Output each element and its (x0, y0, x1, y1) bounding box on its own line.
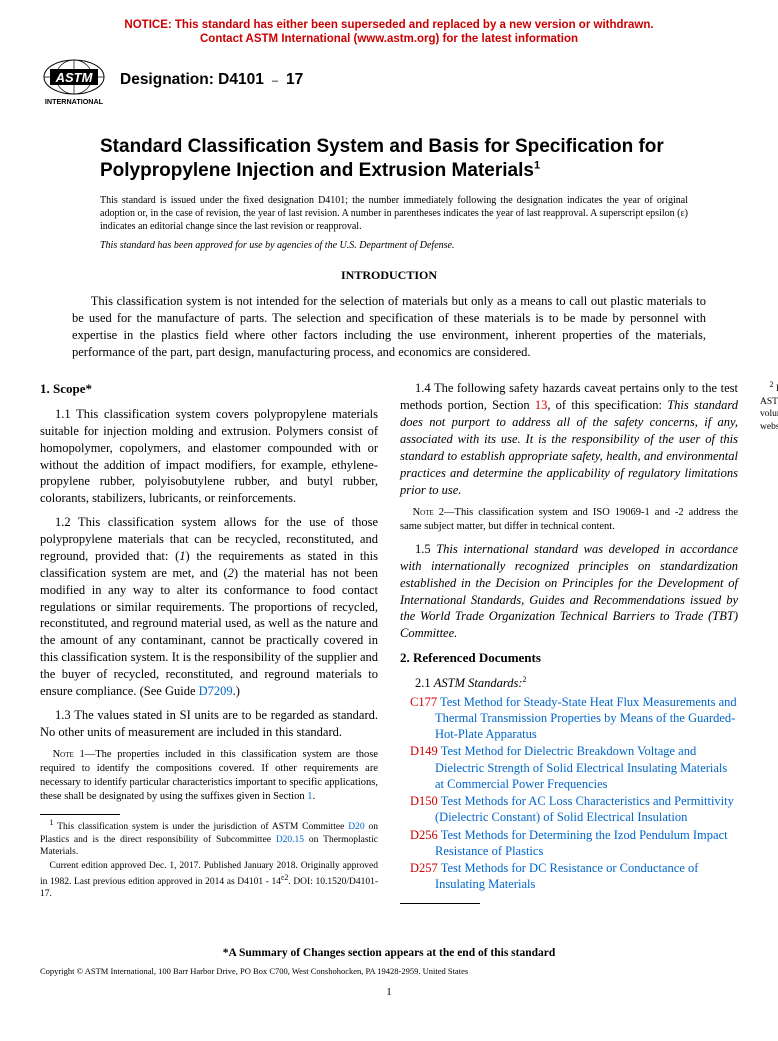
svg-text:INTERNATIONAL: INTERNATIONAL (45, 97, 104, 106)
standard-title: Standard Classification System and Basis… (100, 135, 738, 183)
page-number: 1 (40, 985, 738, 1000)
scope-1.4: 1.4 The following safety hazards caveat … (400, 380, 738, 498)
introduction-heading: INTRODUCTION (40, 267, 738, 283)
guide-d7209-link[interactable]: D7209 (199, 684, 233, 698)
scope-heading: 1. Scope* (40, 380, 378, 398)
scope-1.2: 1.2 This classification system allows fo… (40, 514, 378, 700)
astm-logo: ASTM INTERNATIONAL (40, 55, 108, 107)
copyright-line: Copyright © ASTM International, 100 Barr… (40, 966, 738, 977)
body-columns: 1. Scope* 1.1 This classification system… (40, 380, 738, 932)
section-13-link[interactable]: 13 (535, 398, 548, 412)
ref-d150[interactable]: D150 Test Methods for AC Loss Characteri… (400, 793, 738, 826)
refs-heading: 2. Referenced Documents (400, 649, 738, 667)
ref-d256[interactable]: D256 Test Methods for Determining the Iz… (400, 827, 738, 860)
designation: Designation: D4101 – 17 (120, 70, 303, 91)
designation-label: Designation: D4101 (120, 70, 264, 91)
refs-subsec: 2.1 ASTM Standards:2 (400, 675, 738, 692)
footnote-separator-right (400, 903, 480, 904)
footnote-1-cont: Current edition approved Dec. 1, 2017. P… (40, 860, 378, 900)
scope-1.1: 1.1 This classification system covers po… (40, 406, 378, 507)
note-1: Note 1—The properties included in this c… (40, 748, 378, 805)
designation-year: 17 (286, 70, 303, 91)
footnote-2: 2 For referenced ASTM standards, visit t… (760, 380, 778, 433)
notice-line2: Contact ASTM International (www.astm.org… (200, 33, 578, 45)
committee-d20-link[interactable]: D20 (348, 822, 364, 832)
issuance-note: This standard is issued under the fixed … (100, 194, 688, 233)
svg-text:ASTM: ASTM (55, 70, 94, 85)
ref-d149[interactable]: D149 Test Method for Dielectric Breakdow… (400, 743, 738, 792)
scope-1.5: 1.5 This international standard was deve… (400, 541, 738, 642)
notice-banner: NOTICE: This standard has either been su… (40, 18, 738, 47)
ref-d257[interactable]: D257 Test Methods for DC Resistance or C… (400, 860, 738, 893)
note-2: Note 2—This classification system and IS… (400, 506, 738, 534)
subcommittee-d2015-link[interactable]: D20.15 (276, 835, 304, 845)
footnote-separator-left (40, 814, 120, 815)
notice-line1: NOTICE: This standard has either been su… (124, 19, 653, 31)
scope-1.3: 1.3 The values stated in SI units are to… (40, 707, 378, 741)
footnote-1: 1 This classification system is under th… (40, 818, 378, 858)
ref-c177[interactable]: C177 Test Method for Steady-State Heat F… (400, 694, 738, 743)
year-separator: – (270, 74, 280, 89)
header-row: ASTM INTERNATIONAL Designation: D4101 – … (40, 55, 738, 107)
dod-note: This standard has been approved for use … (100, 239, 688, 253)
summary-changes-note: *A Summary of Changes section appears at… (40, 946, 738, 962)
introduction-paragraph: This classification system is not intend… (72, 293, 706, 361)
